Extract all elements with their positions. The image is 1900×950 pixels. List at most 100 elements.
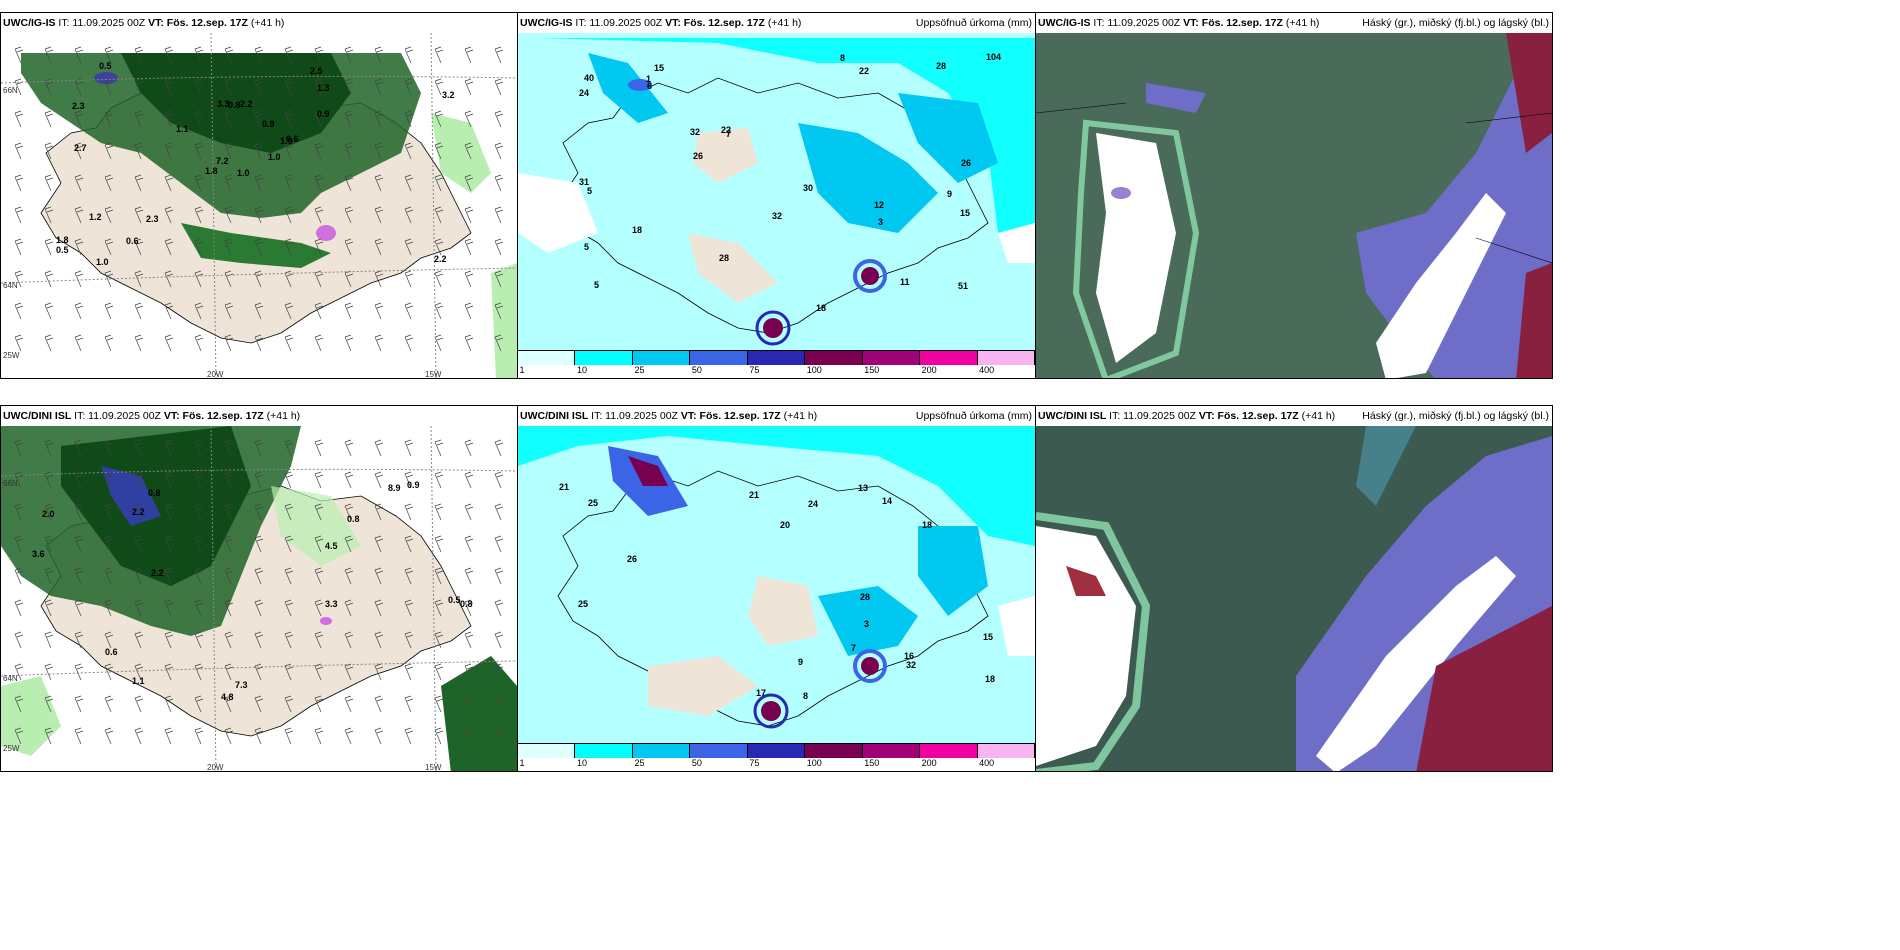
wind-barb bbox=[74, 631, 84, 649]
wind-barb bbox=[14, 270, 24, 288]
panel-header: UWC/IG-IS IT: 11.09.2025 00Z VT: Fös. 12… bbox=[1, 13, 517, 33]
precip-area bbox=[441, 656, 517, 771]
wind-barb bbox=[164, 46, 174, 64]
wind-barb bbox=[164, 535, 174, 553]
wind-barb bbox=[44, 663, 54, 681]
map-value-label: 18 bbox=[922, 520, 932, 530]
wind-barb bbox=[434, 206, 444, 224]
colorbar-label: 200 bbox=[921, 365, 937, 375]
wind-barb bbox=[374, 471, 384, 489]
wind-barb bbox=[464, 270, 474, 288]
wind-barb bbox=[134, 663, 144, 681]
wind-barb bbox=[134, 727, 144, 745]
map-value-label: 0.6 bbox=[126, 236, 139, 246]
wind-barb bbox=[404, 439, 414, 457]
map-value-label: 1.8 bbox=[56, 235, 69, 245]
wind-barb bbox=[74, 334, 84, 352]
lat-label: 66N bbox=[3, 479, 18, 488]
wind-barb bbox=[344, 503, 354, 521]
wind-barb bbox=[284, 663, 294, 681]
valid-time: VT: Fös. 12.sep. 17Z bbox=[1183, 17, 1283, 29]
map-value-label: 30 bbox=[803, 183, 813, 193]
wind-barb bbox=[44, 535, 54, 553]
wind-barb bbox=[44, 206, 54, 224]
wind-barb bbox=[194, 471, 204, 489]
map-value-label: 3.6 bbox=[32, 549, 45, 559]
wind-barb bbox=[74, 238, 84, 256]
colorbar-cell bbox=[805, 351, 863, 365]
map-value-label: 0.9 bbox=[407, 480, 420, 490]
wind-barb bbox=[344, 471, 354, 489]
precip-area bbox=[1, 676, 61, 756]
wind-barb bbox=[374, 78, 384, 96]
wind-barbs bbox=[14, 439, 504, 745]
lat-label: 66N bbox=[3, 86, 18, 95]
wind-barb bbox=[344, 599, 354, 617]
wind-barb bbox=[224, 727, 234, 745]
wind-barb bbox=[254, 727, 264, 745]
lon-label: 15W bbox=[425, 370, 442, 378]
wind-barb bbox=[374, 270, 384, 288]
wind-barb bbox=[494, 599, 504, 617]
wind-barb bbox=[74, 46, 84, 64]
wind-barb bbox=[104, 599, 114, 617]
lead-time: (+41 h) bbox=[1285, 17, 1320, 29]
map-area: 66N 64N 25W 20W 15W 1.0 2.3 7.2 1.8 1.9 2.3 2.… bbox=[1, 33, 517, 378]
wind-barb bbox=[194, 302, 204, 320]
wind-barb bbox=[434, 439, 444, 457]
wind-barb bbox=[404, 663, 414, 681]
map-value-label: 6 bbox=[647, 81, 652, 91]
map-value-label: 26 bbox=[627, 554, 637, 564]
colorbar-label: 50 bbox=[691, 758, 702, 768]
wind-barb bbox=[494, 110, 504, 128]
wind-barb bbox=[374, 535, 384, 553]
wind-barb bbox=[194, 238, 204, 256]
wind-barb bbox=[284, 503, 294, 521]
wind-barb bbox=[254, 110, 264, 128]
wind-barb bbox=[104, 142, 114, 160]
wind-barb bbox=[464, 695, 474, 713]
map-value-label: 4.5 bbox=[325, 541, 338, 551]
colorbar-label: 400 bbox=[979, 365, 995, 375]
wind-barb bbox=[314, 142, 324, 160]
map-value-label: 14 bbox=[882, 496, 892, 506]
wind-barb bbox=[284, 695, 294, 713]
init-time: IT: 11.09.2025 00Z bbox=[74, 410, 161, 422]
wind-barb bbox=[224, 142, 234, 160]
wind-barb bbox=[74, 663, 84, 681]
map-value-label: 104 bbox=[986, 52, 1001, 62]
lead-time: (+41 h) bbox=[250, 17, 285, 29]
map-value-label: 5 bbox=[594, 280, 599, 290]
colorbar-cell bbox=[862, 351, 921, 365]
lead-time: (+41 h) bbox=[266, 410, 301, 422]
map-value-label: 21 bbox=[749, 490, 759, 500]
map-value-label: 22 bbox=[859, 66, 869, 76]
wind-barb bbox=[314, 727, 324, 745]
precip-peak bbox=[316, 225, 336, 241]
wind-barb bbox=[434, 471, 444, 489]
dry-patch bbox=[693, 128, 758, 183]
wind-barb bbox=[374, 567, 384, 585]
wind-barb bbox=[44, 471, 54, 489]
wind-barb bbox=[494, 535, 504, 553]
wind-barb bbox=[224, 599, 234, 617]
wind-barb bbox=[494, 302, 504, 320]
wind-barb bbox=[74, 503, 84, 521]
wind-barb bbox=[104, 631, 114, 649]
wind-barb bbox=[194, 78, 204, 96]
wind-barb bbox=[404, 503, 414, 521]
wind-barb bbox=[74, 695, 84, 713]
wind-barb bbox=[164, 663, 174, 681]
wind-barb bbox=[14, 334, 24, 352]
wind-barb bbox=[464, 599, 474, 617]
valid-time: VT: Fös. 12.sep. 17Z bbox=[148, 17, 248, 29]
wind-barb bbox=[434, 503, 444, 521]
colorbar-cell bbox=[977, 744, 1035, 758]
map-area bbox=[1036, 33, 1552, 378]
colorbar-label: 150 bbox=[864, 365, 880, 375]
init-time: IT: 11.09.2025 00Z bbox=[58, 17, 146, 29]
wind-barb bbox=[194, 663, 204, 681]
wind-barb bbox=[374, 206, 384, 224]
wind-barb bbox=[344, 663, 354, 681]
map-value-label: 28 bbox=[860, 592, 870, 602]
